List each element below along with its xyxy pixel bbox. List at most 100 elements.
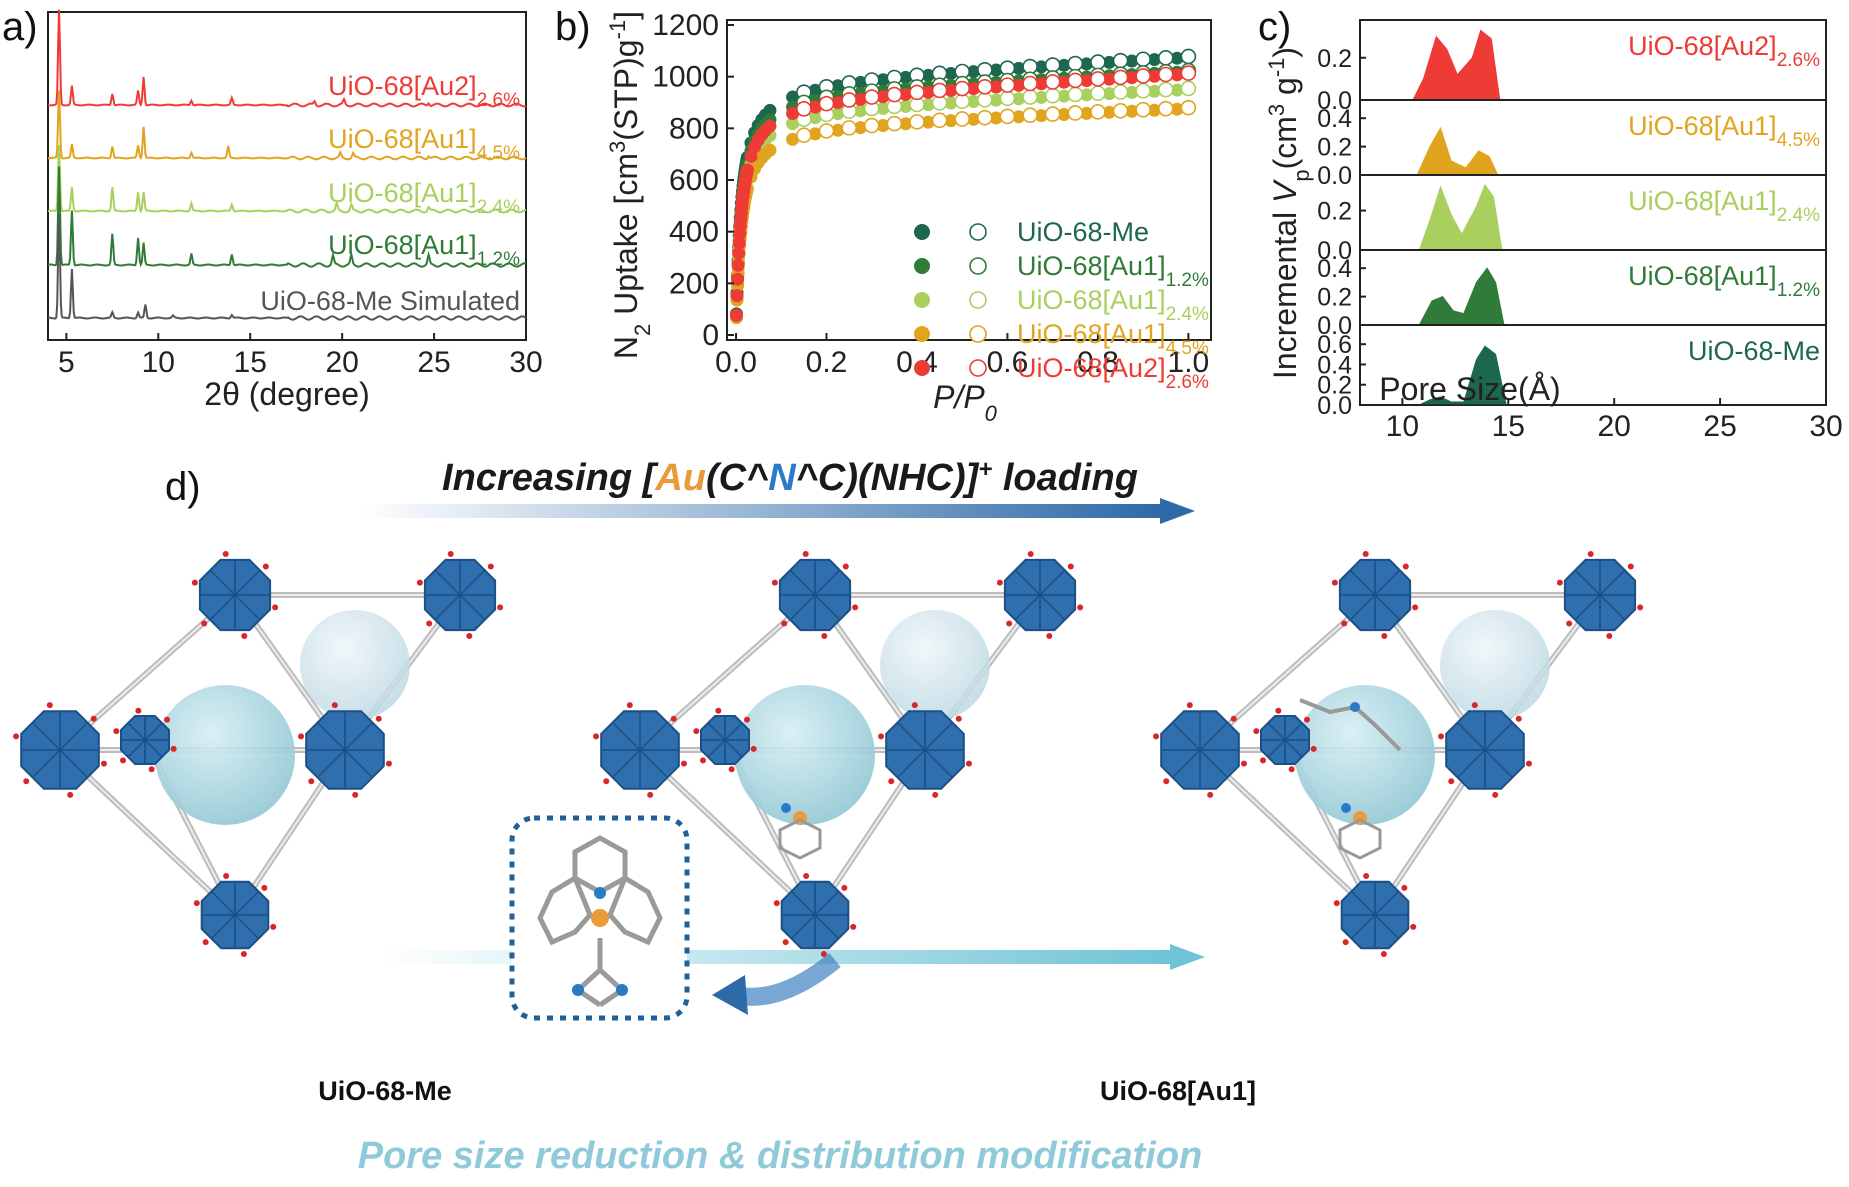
cluster-edge	[459, 570, 485, 596]
x-tick-label: 30	[1809, 410, 1842, 443]
desorption-point	[931, 112, 948, 129]
adsorption-point	[1012, 92, 1026, 106]
adsorption-point	[921, 115, 935, 129]
cluster-edge	[1575, 570, 1601, 596]
desorption-point	[1044, 74, 1061, 90]
adsorption-point	[1057, 108, 1071, 122]
oxygen-atom	[773, 900, 780, 907]
desorption-point	[1135, 101, 1151, 118]
adsorption-point	[921, 68, 935, 82]
y-tick-label: 0.2	[1317, 45, 1352, 73]
adsorption-point	[876, 119, 890, 133]
au-complex-nitrogen-extra	[1350, 702, 1360, 712]
adsorption-point	[1102, 105, 1116, 119]
oxygen-atom	[1288, 766, 1295, 773]
cluster-edge	[814, 594, 840, 620]
oxygen-atom	[1331, 579, 1338, 586]
panel-a-x-ticks: 5 10 15 20 25 30	[58, 333, 543, 379]
oxygen-atom	[1627, 563, 1634, 570]
cluster-edge	[1484, 722, 1513, 751]
cluster-edge	[344, 749, 373, 778]
oxygen-atom	[46, 702, 53, 709]
pore-label-Me: UiO-68-Me	[1688, 336, 1820, 366]
adsorption-point	[731, 272, 745, 286]
cluster-edge	[897, 722, 926, 751]
x-tick-label: 0.2	[806, 346, 848, 379]
cluster-edge	[1199, 722, 1228, 751]
pore-area-Au1_45	[1416, 126, 1499, 176]
cluster-edge	[1351, 891, 1376, 916]
xrd-trace-sim	[47, 213, 527, 321]
panel-c-x-ticks: 10 15 20 25 30	[1386, 398, 1843, 443]
oxygen-atom	[1401, 884, 1408, 891]
adsorption-point	[1034, 109, 1048, 123]
panel-c-pore-size: c) 0.00.2 UiO-68[Au2]2.6%0.00.20.4 UiO-68[…	[1258, 5, 1843, 443]
cluster-edge	[612, 749, 641, 778]
panel-b-label: b)	[555, 5, 591, 49]
adsorption-point	[921, 98, 935, 112]
adsorption-point	[1012, 78, 1026, 92]
desorption-point	[1157, 100, 1174, 117]
y-tick-label: 0.2	[1317, 134, 1352, 162]
cluster-edge	[1599, 570, 1625, 596]
panel-c-x-axis-title: Pore Size(Å)	[1379, 371, 1560, 407]
cluster-edge	[1267, 739, 1286, 758]
oxygen-atom	[1163, 778, 1170, 785]
adsorption-point	[1125, 71, 1139, 85]
desorption-point	[909, 84, 925, 101]
cluster-edge	[317, 749, 346, 778]
xrd-trace-Au2_26	[47, 9, 527, 108]
y-tick-label: 0.2	[1317, 198, 1352, 226]
cluster-edge	[435, 594, 461, 620]
cluster-edge	[144, 722, 163, 741]
panel-b-legend: UiO-68-MeUiO-68[Au1]1.2%UiO-68[Au1]2.4%U…	[914, 217, 1209, 393]
pore-sphere-small	[300, 610, 410, 720]
desorption-point	[977, 78, 993, 95]
desorption-point	[977, 91, 993, 108]
desorption-point	[1067, 72, 1084, 89]
adsorption-point	[1080, 106, 1094, 120]
adsorption-point	[808, 127, 822, 141]
legend-open-marker	[969, 325, 987, 343]
oxygen-atom	[1186, 702, 1193, 709]
oxygen-atom	[1310, 745, 1317, 752]
xrd-label-Au1_45: UiO-68[Au1]4.5%	[328, 124, 520, 164]
adsorption-point	[1102, 55, 1116, 69]
xrd-label-Au1_24: UiO-68[Au1]2.4%	[328, 178, 520, 218]
x-tick-label: 1.0	[1168, 346, 1210, 379]
adsorption-point	[763, 119, 777, 133]
cluster-edge	[1599, 594, 1625, 620]
oxygen-atom	[593, 733, 600, 740]
oxygen-atom	[852, 604, 859, 611]
x-tick-label: 25	[1703, 410, 1736, 443]
x-tick-label: 0.0	[715, 346, 757, 379]
cluster-edge	[791, 914, 816, 939]
adsorption-point	[944, 96, 958, 110]
x-tick-label: 15	[1492, 410, 1525, 443]
oxygen-atom	[842, 563, 849, 570]
x-tick-label: 15	[234, 346, 267, 379]
cluster-edge	[32, 722, 61, 751]
pore-label-Au1_24: UiO-68[Au1]2.4%	[1628, 186, 1820, 226]
y-tick-label: 0.0	[1317, 312, 1352, 340]
oxygen-atom	[1363, 872, 1370, 879]
x-tick-label: 5	[58, 346, 75, 379]
y-tick-label: 800	[669, 112, 719, 145]
bottom-banner: Pore size reduction & distribution modif…	[358, 1135, 1203, 1177]
adsorption-point	[899, 87, 913, 101]
cluster-edge	[639, 722, 668, 751]
oxygen-atom	[261, 884, 268, 891]
oxygen-atom	[1304, 716, 1311, 723]
adsorption-point	[1057, 89, 1071, 103]
adsorption-point	[899, 70, 913, 84]
cluster-edge	[344, 722, 373, 751]
cluster-edge	[210, 570, 236, 596]
desorption-point	[841, 120, 857, 136]
oxygen-atom	[1587, 551, 1594, 558]
oxygen-atom	[191, 579, 198, 586]
legend-label-Me: UiO-68-Me	[1017, 217, 1149, 247]
y-tick-label: 0.6	[1317, 331, 1352, 359]
desorption-point	[863, 89, 880, 105]
cluster-edge	[59, 722, 88, 751]
